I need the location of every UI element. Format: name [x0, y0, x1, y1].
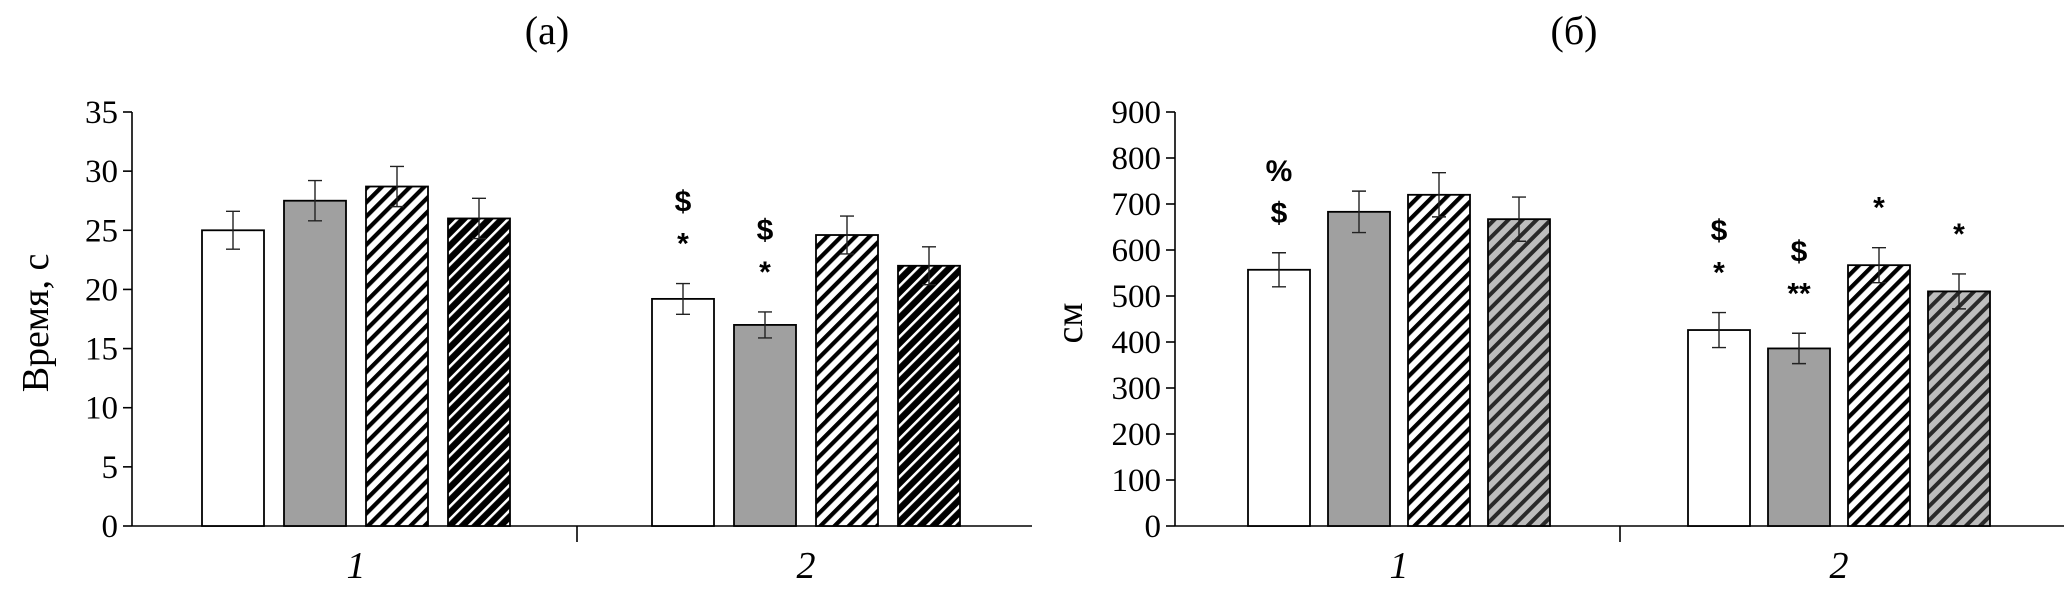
significance-marker: * [677, 228, 689, 261]
significance-marker: * [1713, 257, 1725, 290]
significance-marker: $ [1271, 197, 1288, 230]
error-bar [922, 246, 936, 286]
significance-marker: * [1953, 218, 1965, 251]
chart-a-title: (а) [525, 8, 569, 53]
bar [1847, 264, 1911, 527]
error-bar [308, 179, 322, 222]
bar [365, 185, 429, 527]
error-bar [226, 210, 240, 250]
category-label: 1 [1390, 545, 1409, 587]
bar [815, 234, 879, 527]
error-bar [840, 215, 854, 255]
y-tick-label: 30 [85, 154, 118, 190]
significance-marker: ** [1787, 277, 1811, 310]
y-tick-label: 600 [1112, 233, 1162, 269]
y-tick-label: 35 [85, 95, 118, 131]
y-tick-label: 20 [85, 272, 118, 308]
error-bar [390, 165, 404, 208]
chart-a: (а) Время, с 0 5 10 15 20 25 30 35 1 2 $ * $ * [15, 8, 1032, 587]
bar [1327, 210, 1391, 527]
bar [1487, 218, 1551, 527]
bar [733, 324, 797, 527]
y-tick-label: 300 [1112, 371, 1162, 407]
error-bar [1792, 332, 1806, 365]
y-tick-label: 10 [85, 391, 118, 427]
error-bar [1352, 190, 1366, 234]
bar [1927, 290, 1991, 527]
y-tick-label: 0 [102, 509, 119, 545]
y-tick-label: 0 [1145, 509, 1162, 545]
y-tick-label: 5 [102, 450, 119, 486]
error-bar [676, 282, 690, 315]
category-label: 1 [347, 545, 366, 587]
significance-marker: * [759, 256, 771, 289]
y-tick-label: 25 [85, 213, 118, 249]
bar [283, 199, 347, 527]
bar [447, 217, 511, 527]
bar [897, 264, 961, 527]
significance-marker: % [1266, 155, 1293, 188]
error-bar [1872, 247, 1886, 284]
y-tick-label: 100 [1112, 463, 1162, 499]
category-label: 2 [1830, 545, 1849, 587]
error-bar [1432, 172, 1446, 218]
y-tick-label: 200 [1112, 417, 1162, 453]
significance-marker: $ [757, 214, 774, 247]
bar [651, 297, 715, 527]
error-bar [472, 197, 486, 240]
y-tick-label: 800 [1112, 141, 1162, 177]
chart-b: (б) см 0 100 200 300 400 500 600 700 800 900 1 2 %… [1049, 8, 2064, 587]
error-bar [1512, 196, 1526, 242]
error-bar [1272, 252, 1286, 288]
y-tick-label: 400 [1112, 325, 1162, 361]
chart-a-ylabel: Время, с [15, 254, 57, 393]
significance-marker: $ [1791, 235, 1808, 268]
bar [1687, 329, 1751, 527]
y-tick-label: 700 [1112, 187, 1162, 223]
significance-marker: * [1873, 192, 1885, 225]
bar [201, 229, 265, 527]
significance-marker: $ [675, 186, 692, 219]
error-bar [758, 311, 772, 339]
bar [1407, 193, 1471, 527]
error-bar [1952, 273, 1966, 310]
chart-b-ylabel: см [1049, 303, 1091, 344]
bar [1247, 268, 1311, 527]
chart-b-title: (б) [1551, 8, 1598, 53]
y-tick-label: 15 [85, 332, 118, 368]
significance-marker: $ [1711, 215, 1728, 248]
error-bar [1712, 311, 1726, 349]
y-tick-label: 500 [1112, 279, 1162, 315]
y-tick-label: 900 [1112, 95, 1162, 131]
bar [1767, 347, 1831, 527]
category-label: 2 [797, 545, 816, 587]
